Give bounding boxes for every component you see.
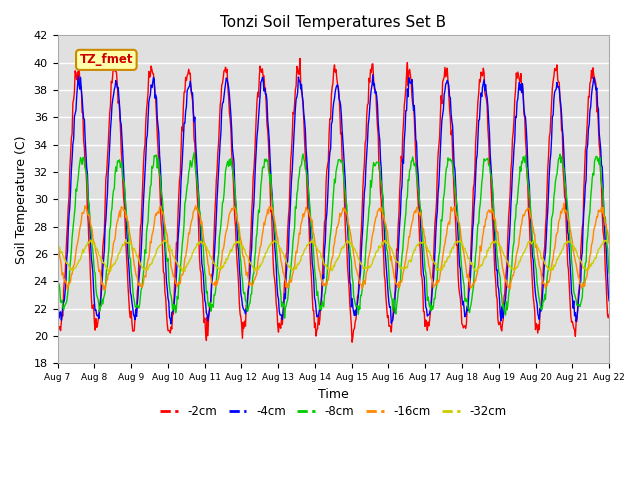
-2cm — [605, 312, 613, 318]
-2cm — [296, 56, 304, 61]
Text: TZ_fmet: TZ_fmet — [79, 53, 133, 66]
-16cm — [560, 201, 568, 206]
-16cm — [401, 261, 409, 266]
-16cm — [605, 240, 613, 246]
-32cm — [205, 251, 213, 257]
-32cm — [120, 242, 128, 248]
-2cm — [205, 305, 213, 311]
-8cm — [206, 300, 214, 305]
Line: -16cm: -16cm — [58, 204, 609, 290]
-8cm — [605, 271, 613, 276]
Line: -8cm: -8cm — [58, 153, 609, 318]
Line: -4cm: -4cm — [58, 74, 609, 324]
-16cm — [63, 287, 71, 292]
-2cm — [348, 339, 356, 345]
Title: Tonzi Soil Temperatures Set B: Tonzi Soil Temperatures Set B — [220, 15, 446, 30]
Line: -2cm: -2cm — [58, 59, 609, 342]
-16cm — [177, 272, 185, 278]
-8cm — [190, 150, 198, 156]
-2cm — [120, 202, 128, 207]
-2cm — [418, 275, 426, 280]
X-axis label: Time: Time — [318, 388, 349, 401]
-8cm — [120, 180, 128, 185]
-4cm — [418, 245, 426, 251]
-8cm — [177, 267, 184, 273]
Y-axis label: Soil Temperature (C): Soil Temperature (C) — [15, 135, 28, 264]
Legend: -2cm, -4cm, -8cm, -16cm, -32cm: -2cm, -4cm, -8cm, -16cm, -32cm — [156, 401, 511, 423]
-16cm — [121, 208, 129, 214]
-4cm — [63, 248, 71, 254]
-16cm — [206, 272, 214, 278]
-32cm — [308, 236, 316, 242]
Line: -32cm: -32cm — [58, 239, 609, 271]
-8cm — [402, 211, 410, 216]
-4cm — [167, 321, 175, 327]
-4cm — [177, 178, 185, 184]
-4cm — [120, 182, 128, 188]
-4cm — [605, 298, 613, 304]
-8cm — [63, 293, 71, 299]
-8cm — [54, 276, 61, 282]
-2cm — [54, 311, 61, 316]
-32cm — [251, 268, 259, 274]
-32cm — [402, 264, 410, 270]
-32cm — [177, 264, 184, 270]
-32cm — [418, 240, 426, 245]
-8cm — [281, 315, 289, 321]
-4cm — [369, 72, 377, 77]
-4cm — [402, 108, 410, 114]
-2cm — [402, 85, 410, 91]
-16cm — [101, 287, 109, 293]
-2cm — [63, 221, 71, 227]
-32cm — [63, 261, 71, 267]
-2cm — [177, 171, 184, 177]
-32cm — [605, 240, 613, 246]
-8cm — [418, 226, 426, 231]
-32cm — [54, 239, 61, 245]
-16cm — [417, 213, 425, 218]
-4cm — [54, 302, 61, 308]
-16cm — [54, 238, 61, 243]
-4cm — [206, 305, 214, 311]
